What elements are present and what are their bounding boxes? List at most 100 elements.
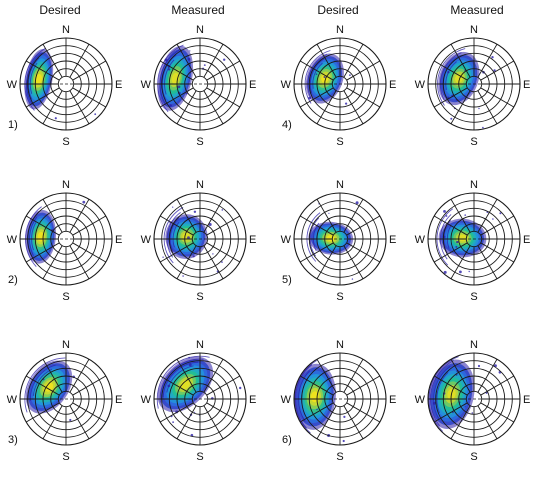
polar-panel: N S W E — [415, 24, 531, 148]
azimuth-spoke — [450, 245, 471, 280]
north-label: N — [470, 179, 478, 191]
azimuth-spoke — [477, 358, 498, 393]
noise-speck — [221, 261, 223, 263]
azimuth-spoke — [299, 87, 334, 108]
contour-line — [156, 355, 210, 409]
noise-speck — [188, 363, 192, 367]
polar-panel: N S W E — [415, 339, 531, 463]
south-label: S — [470, 291, 477, 303]
azimuth-spoke — [480, 87, 515, 108]
noise-speck — [167, 384, 171, 388]
azimuth-spoke — [69, 198, 90, 233]
south-label: S — [62, 136, 69, 148]
polar-panel: N S W E — [141, 339, 257, 463]
azimuth-spoke — [343, 43, 364, 78]
contour-line — [24, 357, 66, 413]
azimuth-spoke — [343, 358, 364, 393]
noise-speck — [189, 50, 191, 52]
polar-panel: N S W E — [141, 179, 257, 303]
noise-speck — [82, 200, 86, 204]
azimuth-spoke — [42, 358, 63, 393]
azimuth-spoke — [69, 405, 90, 440]
polar-grid — [427, 192, 521, 286]
west-label: W — [415, 394, 426, 406]
azimuth-spoke — [203, 245, 224, 280]
noise-speck — [447, 71, 450, 74]
noise-speck — [193, 210, 197, 213]
west-label: W — [7, 394, 18, 406]
noise-speck — [172, 421, 175, 423]
contour-line — [304, 50, 331, 104]
contour-line — [312, 62, 323, 89]
polar-panel: N S W E 3) — [7, 339, 123, 463]
north-label: N — [336, 24, 344, 36]
noise-speck — [459, 270, 462, 274]
noise-speck — [190, 433, 194, 437]
south-label: S — [336, 291, 343, 303]
south-label: S — [62, 451, 69, 463]
noise-speck — [342, 439, 345, 443]
azimuth-spoke — [343, 405, 364, 440]
noise-speck — [464, 214, 467, 216]
azimuth-spoke — [477, 90, 498, 125]
polar-panel: N S W E 5) — [281, 179, 397, 303]
azimuth-spoke — [299, 242, 334, 263]
contour-line — [31, 222, 37, 251]
azimuth-spoke — [206, 375, 241, 396]
panel-number-label: 1) — [8, 119, 18, 131]
east-label: E — [523, 79, 530, 91]
contour-line — [29, 216, 38, 256]
contour-line — [159, 49, 180, 107]
south-label: S — [196, 451, 203, 463]
east-label: E — [523, 234, 530, 246]
azimuth-spoke — [480, 60, 515, 81]
contour-line — [306, 212, 321, 262]
noise-speck — [203, 64, 206, 66]
noise-speck — [478, 107, 480, 110]
azimuth-spoke — [299, 375, 334, 396]
azimuth-spoke — [433, 375, 468, 396]
noise-speck — [351, 278, 354, 280]
north-label: N — [470, 339, 478, 351]
column-header-measured-right: Measured — [450, 3, 503, 17]
azimuth-spoke — [25, 375, 60, 396]
azimuth-spoke — [69, 43, 90, 78]
azimuth-spoke — [159, 87, 194, 108]
azimuth-spoke — [203, 43, 224, 78]
azimuth-spoke — [299, 60, 334, 81]
panel-number-label: 2) — [8, 274, 18, 286]
contour-line — [24, 206, 42, 268]
panel-number-label: 4) — [282, 119, 292, 131]
polar-grid — [153, 37, 247, 131]
noise-speck — [308, 96, 311, 100]
azimuth-spoke — [433, 215, 468, 236]
noise-speck — [323, 76, 326, 78]
contour-line — [166, 365, 194, 393]
heatmap-blob — [306, 201, 359, 280]
polar-grid — [427, 352, 521, 446]
south-label: S — [336, 136, 343, 148]
panels: N S W E 1) N S W E N S W E 4) N S W E N S W E 2) N S W E N S W E 5) N S W E… — [7, 24, 531, 463]
east-label: E — [115, 79, 122, 91]
azimuth-spoke — [316, 90, 337, 125]
contour-line — [429, 360, 454, 427]
north-label: N — [196, 339, 204, 351]
south-label: S — [196, 291, 203, 303]
azimuth-spoke — [203, 405, 224, 440]
contour-line — [298, 370, 311, 422]
azimuth-spoke — [159, 375, 194, 396]
south-label: S — [470, 136, 477, 148]
west-label: W — [141, 79, 152, 91]
azimuth-spoke — [477, 43, 498, 78]
north-label: N — [62, 24, 70, 36]
noise-speck — [464, 406, 466, 408]
azimuth-spoke — [480, 375, 515, 396]
azimuth-spoke — [346, 87, 381, 108]
noise-speck — [499, 212, 502, 215]
polar-grid — [293, 352, 387, 446]
polar-grid — [19, 37, 113, 131]
panel-number-label: 5) — [282, 274, 292, 286]
polar-panel: N S W E 2) — [7, 179, 123, 303]
contour-line — [433, 365, 451, 420]
azimuth-spoke — [433, 242, 468, 263]
